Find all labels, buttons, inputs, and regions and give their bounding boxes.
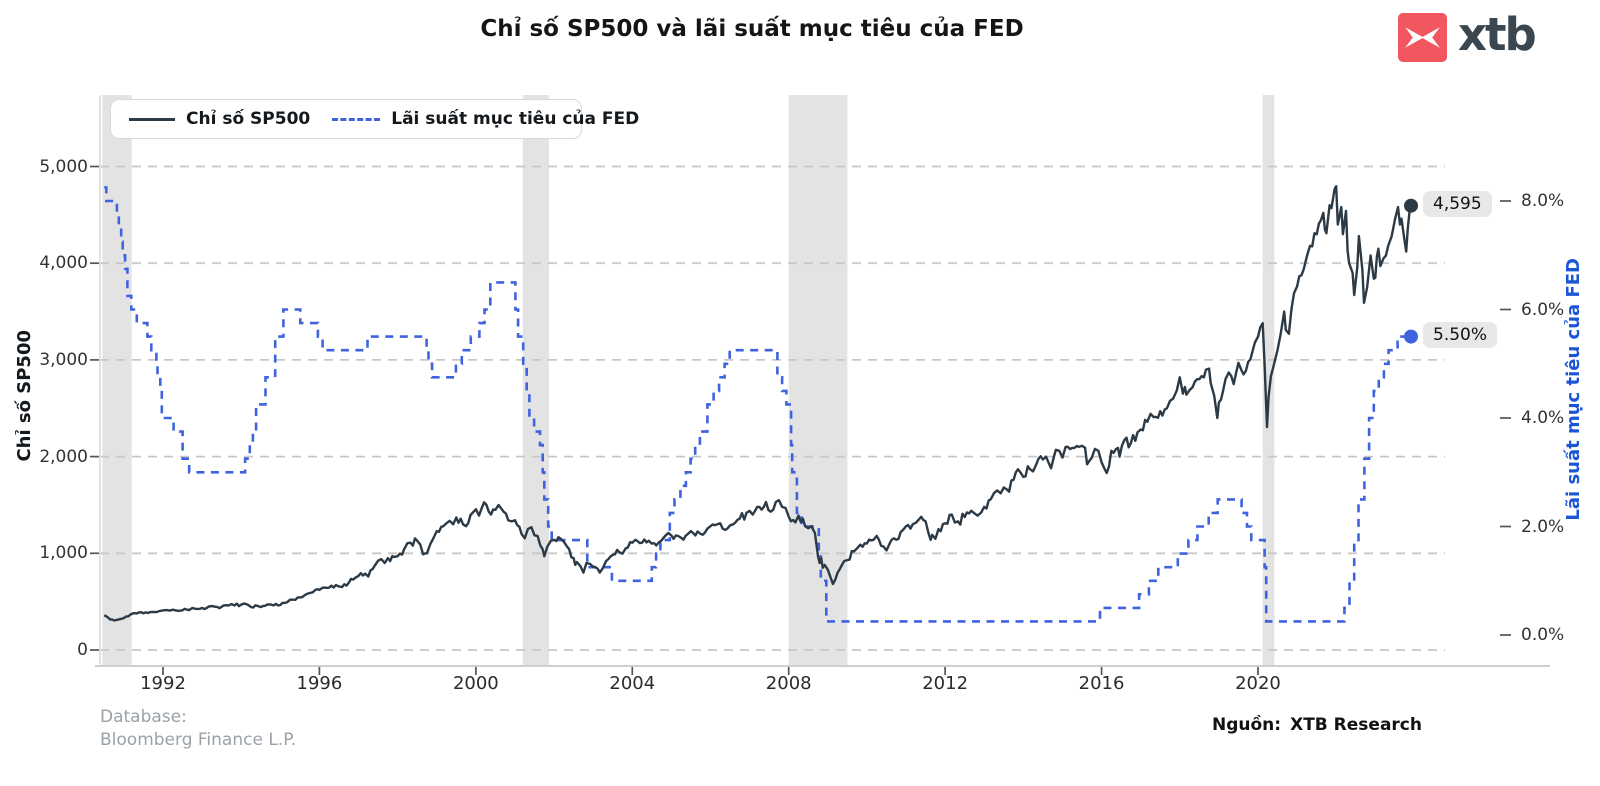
xtb-logo-icon bbox=[1398, 13, 1447, 62]
fed-dashed-line-sample-icon bbox=[332, 117, 381, 121]
xtb-logo: xtb bbox=[1398, 8, 1558, 63]
left-axis-title: Chỉ số SP500 bbox=[14, 330, 35, 462]
database-credit: Database: Bloomberg Finance L.P. bbox=[100, 706, 296, 752]
fed-last-value-badge: 5.50% bbox=[1423, 321, 1498, 348]
legend-label-fed: Lãi suất mục tiêu của FED bbox=[391, 109, 640, 129]
chart-legend: Chỉ số SP500 Lãi suất mục tiêu của FED bbox=[110, 99, 639, 139]
xtb-logo-text: xtb bbox=[1458, 8, 1537, 61]
legend-label-sp500: Chỉ số SP500 bbox=[186, 109, 311, 129]
sp500-line-sample-icon bbox=[129, 117, 175, 121]
sp500-last-value-badge: 4,595 bbox=[1423, 190, 1492, 217]
database-name: Bloomberg Finance L.P. bbox=[100, 730, 297, 750]
page-title: Chỉ số SP500 và lãi suất mục tiêu của FE… bbox=[480, 16, 1024, 42]
source-credit: Nguồn: XTB Research bbox=[1212, 715, 1422, 735]
legend-item-sp500: Chỉ số SP500 bbox=[129, 109, 310, 129]
xtb-bird-icon bbox=[1405, 27, 1440, 48]
database-label: Database: bbox=[100, 707, 187, 727]
source-label: Nguồn: bbox=[1212, 715, 1282, 735]
right-axis-title: Lãi suất mục tiêu của FED bbox=[1563, 258, 1584, 521]
legend-item-fed: Lãi suất mục tiêu của FED bbox=[332, 109, 639, 129]
source-value: XTB Research bbox=[1290, 715, 1422, 735]
